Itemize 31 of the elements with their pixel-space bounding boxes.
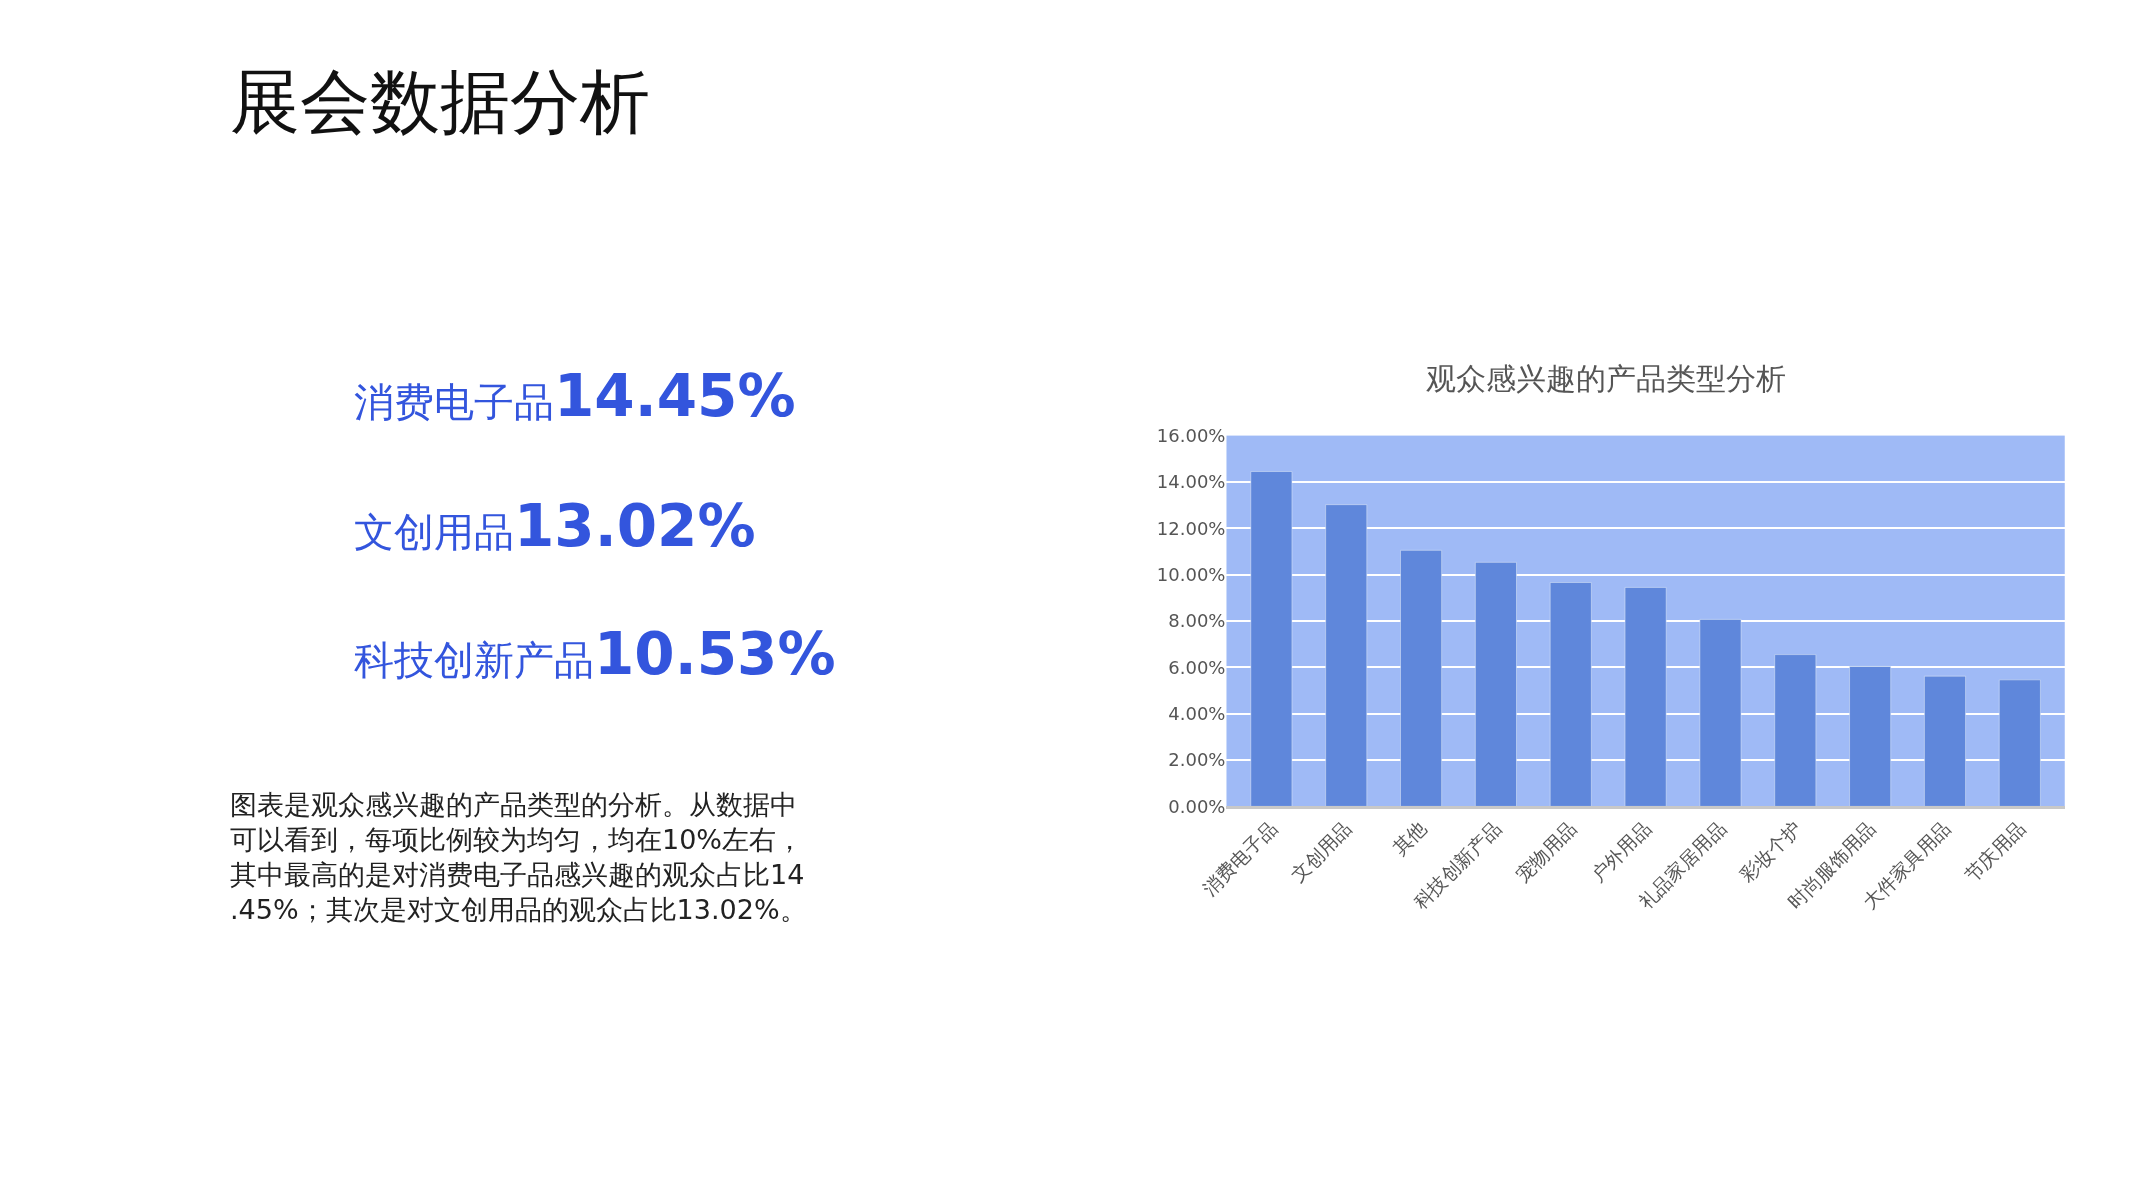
- y-tick-label: 14.00%: [1156, 471, 1226, 493]
- x-tick-label: 节庆用品: [1960, 816, 2030, 886]
- text: 展会数据分析: [230, 61, 650, 143]
- y-tick-label: 6.00%: [1168, 656, 1226, 678]
- bar: [1549, 582, 1592, 807]
- bar: [1624, 587, 1667, 807]
- bar: [1849, 666, 1891, 807]
- chart-title: 观众感兴趣的产品类型分析: [1426, 360, 1787, 396]
- bar: [1774, 654, 1817, 807]
- text: 消费电子品14.45%: [354, 362, 796, 430]
- x-tick-label: 文创用品: [1286, 816, 1356, 886]
- y-tick-label: 4.00%: [1168, 703, 1226, 724]
- text: 文创用品13.02%: [354, 492, 756, 560]
- text: 科技创新产品10.53%: [354, 620, 836, 688]
- x-tick-label: 宠物用品: [1511, 816, 1581, 886]
- y-tick-label: 0.00%: [1168, 795, 1226, 817]
- x-tick-label: 其他: [1388, 816, 1431, 860]
- x-tick-label: 消费电子品: [1198, 816, 1281, 900]
- bar: [1250, 471, 1293, 807]
- y-tick-label: 10.00%: [1156, 563, 1226, 585]
- bar: [1400, 550, 1442, 807]
- bar: [1475, 562, 1517, 807]
- text: 图表是观众感兴趣的产品类型的分析。从数据中可以看到，每项比例较为均匀，均在10%左右，其中最高的是对消费电子品感兴趣的观众占比14.45%；其次是对文创用品的观众占比13.02%。: [230, 789, 807, 926]
- y-tick-label: 8.00%: [1168, 610, 1226, 632]
- bar: [1924, 675, 1966, 807]
- y-tick-label: 2.00%: [1168, 749, 1226, 771]
- bar: [1325, 504, 1368, 807]
- y-tick-label: 16.00%: [1156, 424, 1226, 446]
- bar: [1699, 619, 1742, 807]
- y-tick-label: 12.00%: [1156, 517, 1226, 539]
- bar: [1999, 679, 2041, 807]
